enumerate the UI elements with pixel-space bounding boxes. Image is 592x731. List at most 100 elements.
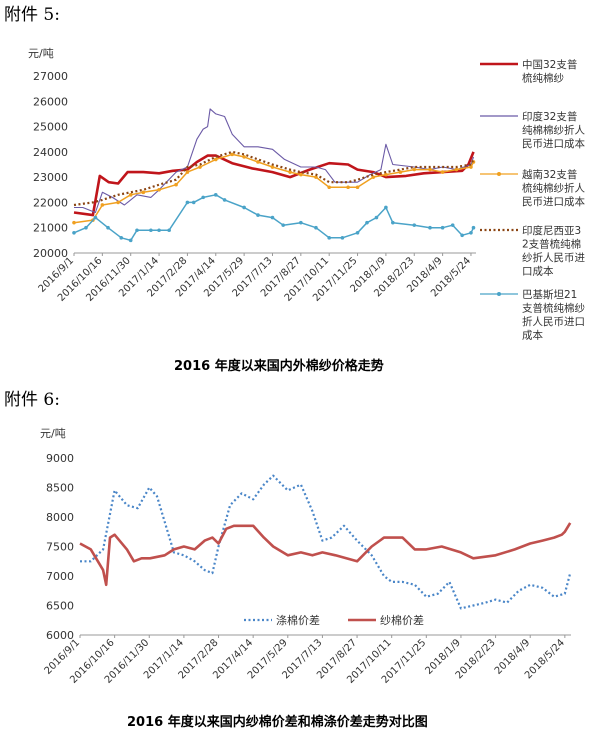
series-4-point	[167, 228, 171, 233]
series-2-point	[141, 190, 146, 195]
series-4-point	[84, 225, 88, 230]
series-4-point	[128, 238, 133, 243]
legend-marker-2	[497, 172, 501, 176]
series-2-point	[398, 170, 403, 174]
annex-6-label: 附件 6:	[4, 390, 60, 410]
legend-label-1: 印度32支普纯棉棉纱折人民币进口成本	[522, 110, 585, 150]
series-2-point	[469, 165, 473, 169]
series-4-point	[72, 230, 76, 235]
series-4-point	[391, 220, 395, 225]
series-4-point	[149, 228, 153, 233]
series-4-point	[440, 225, 445, 230]
series-4-point	[106, 225, 110, 230]
y-tick-label: 8500	[46, 482, 74, 495]
series-4-point	[222, 198, 227, 202]
series-4-point	[450, 223, 455, 227]
series-line-2	[73, 153, 475, 224]
y-tick-label: 25000	[33, 121, 68, 134]
series-2-point	[198, 165, 202, 169]
series-4-point	[242, 205, 246, 210]
series-2-point	[116, 200, 120, 205]
y-tick-label: 26000	[33, 95, 68, 108]
y-tick-label: 23000	[33, 171, 68, 184]
series-line-0	[80, 474, 572, 610]
series-2-point	[327, 185, 331, 190]
series-4-point	[185, 200, 190, 205]
series-2-point	[270, 165, 275, 169]
series-2-point	[412, 167, 417, 172]
annex-5-label: 附件 5:	[4, 5, 60, 25]
series-4-point	[270, 215, 275, 220]
series-4-point	[374, 215, 379, 220]
series-4-point	[471, 225, 476, 230]
y-unit-label: 元/吨	[40, 427, 66, 440]
series-2-point	[440, 170, 445, 174]
series-2-point	[185, 170, 190, 174]
series-2-point	[355, 185, 360, 190]
series-2-point	[100, 203, 105, 207]
legend-label-1: 纱棉价差	[380, 613, 424, 627]
series-2-point	[256, 160, 260, 164]
series-2-point	[299, 172, 303, 177]
series-2-point	[242, 155, 246, 159]
series-4-point	[93, 215, 98, 220]
series-2-point	[454, 167, 459, 172]
series-4-point	[327, 236, 331, 240]
series-2-point	[346, 185, 350, 190]
series-2-point	[371, 175, 376, 179]
series-4-point	[460, 233, 464, 238]
series-4-point	[469, 230, 473, 235]
series-2-point	[384, 172, 388, 177]
y-tick-label: 27000	[33, 70, 68, 83]
series-2-point	[230, 152, 234, 157]
legend-label-4: 巴基斯坦21 支普梳纯棉纱折人民币进口成本	[522, 288, 585, 340]
series-4-point	[299, 220, 303, 225]
y-tick-label: 22000	[33, 196, 68, 209]
series-line-1	[79, 522, 572, 587]
y-tick-label: 24000	[33, 146, 68, 159]
y-tick-label: 7000	[46, 570, 74, 583]
series-2-point	[174, 182, 178, 187]
legend-label-0: 涤棉价差	[276, 613, 320, 627]
legend-label-0: 中国32支普梳纯棉纱	[522, 58, 577, 85]
series-line-0	[73, 151, 475, 217]
chart1-title: 2016 年度以来国内外棉纱价格走势	[174, 359, 384, 374]
series-4-point	[314, 225, 318, 230]
series-4-point	[191, 200, 196, 205]
series-4-point	[412, 223, 417, 227]
y-tick-label: 20000	[33, 247, 68, 260]
series-2-point	[314, 175, 318, 179]
series-4-point	[281, 223, 285, 227]
legend-label-3: 印度尼西亚3 2支普梳纯棉纱折人民币进口成本	[522, 224, 585, 278]
y-tick-label: 6000	[46, 629, 74, 642]
series-4-point	[384, 205, 388, 210]
series-4-point	[135, 228, 139, 233]
series-4-point	[119, 236, 124, 240]
chart2-title: 2016 年度以来国内纱棉价差和棉涤价差走势对比图	[127, 715, 428, 730]
series-2-point	[288, 170, 292, 174]
series-2-point	[213, 157, 218, 162]
series-4-point	[365, 220, 369, 225]
series-2-point	[428, 167, 432, 172]
series-4-point	[157, 228, 161, 233]
y-tick-label: 7500	[46, 541, 74, 554]
legend-marker-4	[497, 292, 501, 296]
series-4-point	[201, 195, 205, 200]
chart-yarn-prices: 元/吨 20000 21000 22000 23000 24000 25000 26000 27…	[28, 47, 585, 340]
y-tick-label: 21000	[33, 222, 68, 235]
series-4-point	[428, 225, 432, 230]
y-tick-label: 9000	[46, 452, 74, 465]
series-2-point	[72, 220, 76, 225]
series-2-point	[128, 193, 133, 197]
series-line-1	[74, 108, 475, 214]
y-unit-label: 元/吨	[28, 47, 54, 60]
series-2-point	[157, 187, 161, 192]
chart-price-spreads: 元/吨60006500700075008000850090002016/9/12…	[40, 427, 572, 686]
series-line-3	[73, 150, 475, 207]
series-4-point	[213, 193, 218, 197]
y-tick-label: 8000	[46, 511, 74, 524]
series-4-point	[355, 230, 360, 235]
y-tick-label: 6500	[46, 600, 74, 613]
legend-label-2: 越南32支普梳纯棉纱折人民币进口成本	[522, 168, 585, 208]
series-4-point	[340, 236, 345, 240]
